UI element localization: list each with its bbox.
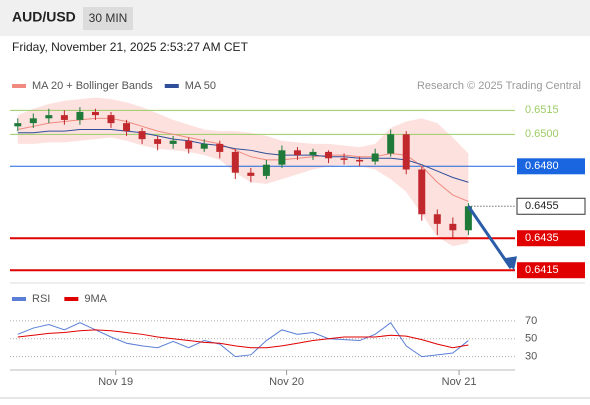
candle-body — [449, 223, 457, 231]
candle-body — [262, 164, 270, 176]
candle-body — [29, 118, 37, 124]
y-tick-label: 50 — [525, 333, 537, 345]
candle-body — [231, 151, 239, 173]
candle-body — [464, 206, 472, 231]
legend-swatch — [164, 84, 179, 88]
y-tick-label: 30 — [525, 351, 537, 363]
legend-label: MA 20 + Bollinger Bands — [32, 80, 153, 92]
level-tag — [517, 262, 585, 279]
candle-body — [278, 150, 286, 165]
legend-label: RSI — [32, 293, 50, 305]
indicator-line — [17, 321, 469, 358]
level-tag — [517, 230, 585, 247]
candle-body — [45, 115, 53, 119]
x-tick-label: Nov 21 — [442, 376, 477, 388]
symbol: AUD/USD — [12, 9, 76, 25]
level-label: 0.6435 — [525, 232, 559, 244]
datetime: Friday, November 21, 2025 2:53:27 AM CET — [12, 40, 249, 54]
x-tick-label: Nov 19 — [98, 376, 133, 388]
candle-body — [371, 153, 379, 162]
candle-body — [325, 151, 333, 159]
ma-line — [17, 129, 469, 183]
price-tag — [516, 197, 586, 215]
interval-box[interactable] — [83, 7, 133, 30]
credit: Research © 2025 Trading Central — [417, 80, 581, 92]
candle-body — [356, 159, 364, 162]
candle-body — [169, 140, 177, 144]
candle-body — [309, 151, 317, 156]
candle-body — [247, 172, 255, 176]
legend-swatch — [12, 297, 26, 301]
candle-body — [76, 111, 84, 120]
level-tag — [517, 158, 585, 175]
candle-body — [107, 115, 115, 124]
candle-body — [402, 134, 410, 170]
candle-body — [387, 134, 395, 154]
legend-label: MA 50 — [185, 80, 216, 92]
candle-body — [340, 158, 348, 160]
y-tick-label: 70 — [525, 315, 537, 327]
x-tick-label: Nov 20 — [269, 376, 304, 388]
ma-line — [17, 117, 469, 202]
target-arrow-head — [504, 256, 517, 271]
level-label: 0.6500 — [525, 128, 559, 140]
candle-body — [200, 143, 208, 149]
candle-body — [123, 123, 131, 132]
candle-body — [293, 150, 301, 156]
target-arrow — [467, 205, 513, 270]
legend-swatch — [12, 84, 26, 88]
candle-body — [91, 111, 99, 116]
candle-body — [216, 143, 224, 152]
legend-swatch — [64, 297, 79, 301]
level-label: 0.6480 — [525, 160, 559, 172]
level-label: 0.6515 — [525, 104, 559, 116]
indicator-line — [17, 329, 469, 349]
candle-body — [60, 115, 68, 120]
candle-body — [154, 139, 162, 144]
candle-body — [185, 140, 193, 149]
candle-body — [418, 169, 426, 215]
candle-body — [433, 214, 441, 224]
level-label: 0.6415 — [525, 264, 559, 276]
candle-body — [138, 131, 146, 140]
interval[interactable]: 30 MIN — [89, 11, 128, 25]
candle-body — [14, 123, 22, 127]
level-label: 0.6455 — [525, 200, 559, 212]
legend-label: 9MA — [84, 293, 107, 305]
